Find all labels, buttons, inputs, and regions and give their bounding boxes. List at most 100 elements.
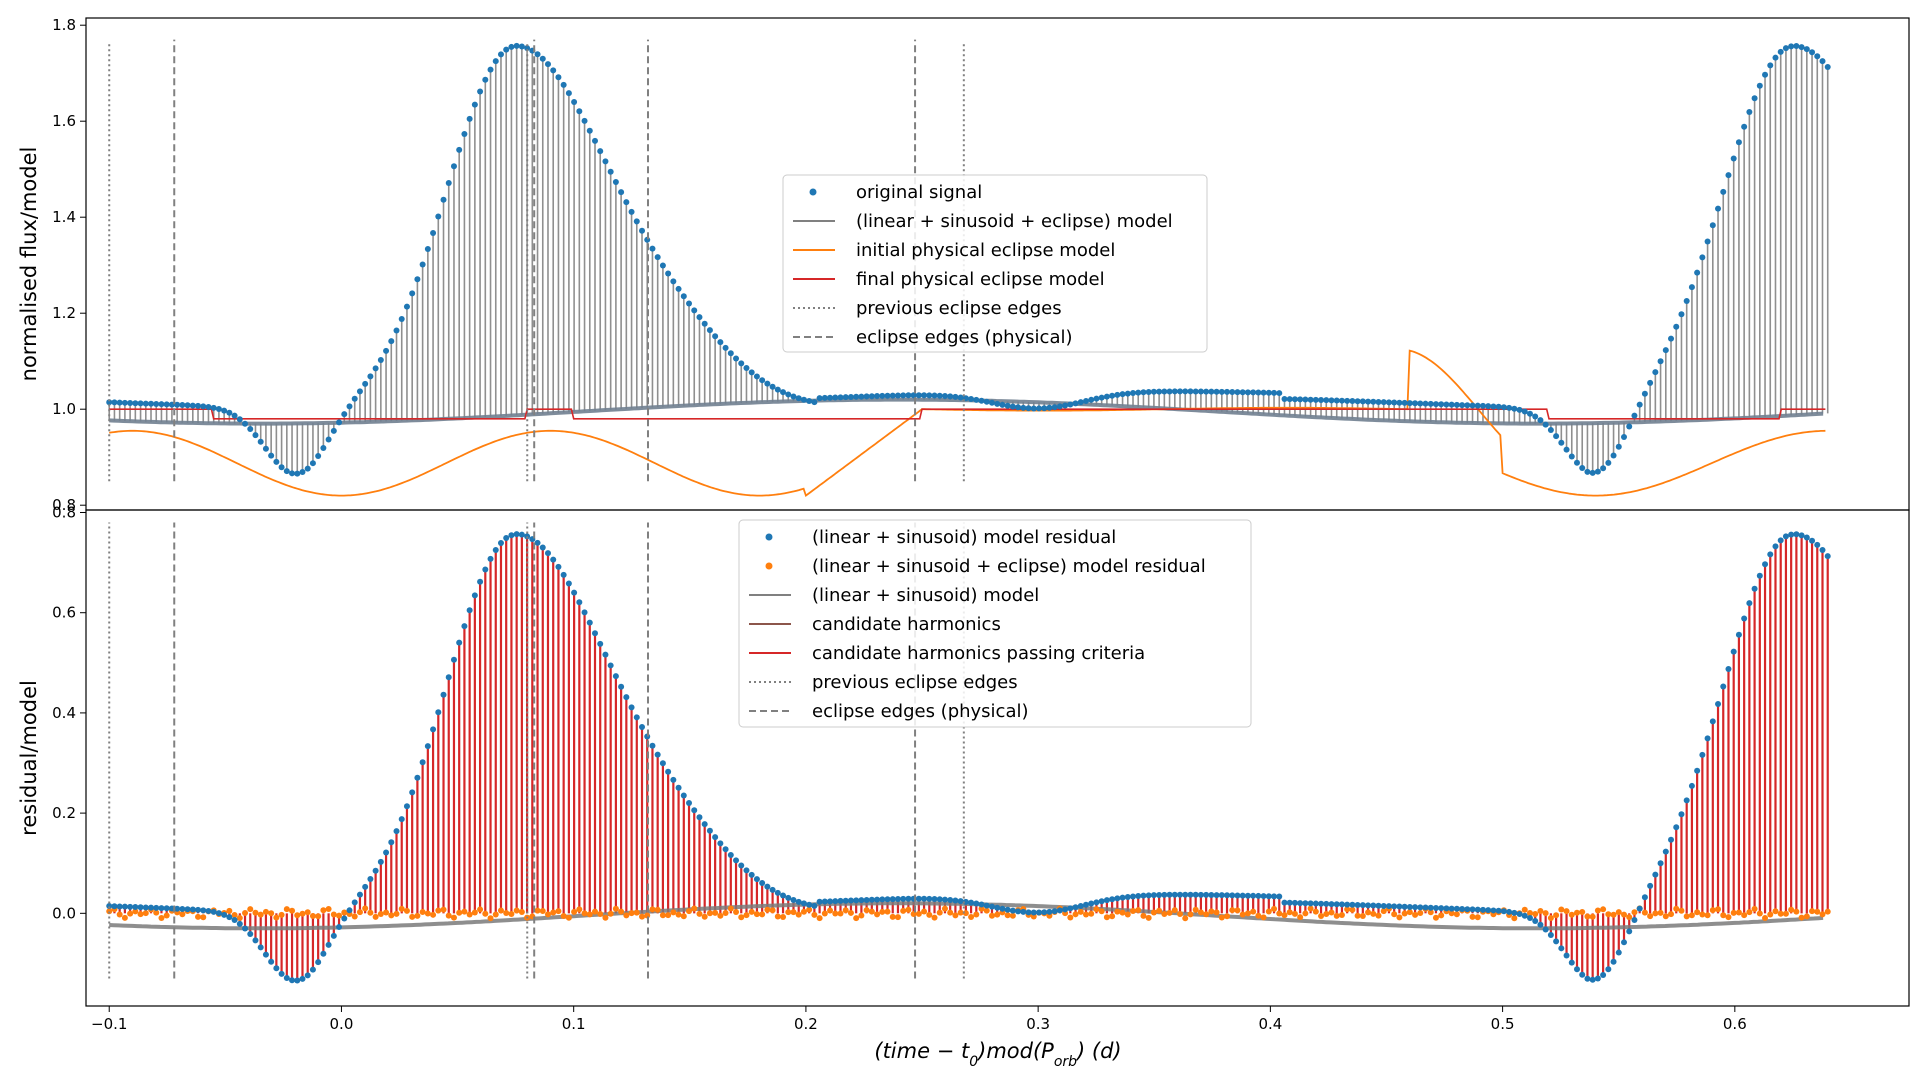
sinusoid-model-residual-point [1239, 892, 1246, 899]
original-signal-point [393, 327, 400, 334]
bottom-y-tick-label: 0.8 [52, 504, 76, 522]
sinusoid-model-residual-point [497, 539, 504, 546]
sinusoid-model-residual-point [1485, 907, 1492, 914]
original-signal-point [283, 468, 290, 475]
original-signal-point [1495, 403, 1502, 410]
eclipse-model-residual-point [247, 906, 254, 913]
original-signal-point [1600, 465, 1607, 472]
eclipse-model-residual-point [1391, 911, 1398, 918]
eclipse-model-residual-point [1819, 911, 1826, 918]
original-signal-point [795, 395, 802, 402]
original-signal-point [696, 314, 703, 321]
original-signal-point [686, 300, 693, 307]
original-signal-point [853, 393, 860, 400]
sinusoid-model-residual-point [947, 896, 954, 903]
sinusoid-model-residual-point [236, 920, 243, 927]
sinusoid-model-residual-point [1323, 900, 1330, 907]
sinusoid-model-residual-point [1506, 908, 1513, 915]
sinusoid-model-residual-point [1067, 905, 1074, 912]
eclipse-model-residual-point [607, 910, 614, 917]
sinusoid-model-residual-point [1594, 975, 1601, 982]
final-physical-eclipse-model-line [109, 408, 1826, 420]
original-signal-point [837, 394, 844, 401]
sinusoid-model-residual-point [1250, 892, 1257, 899]
original-signal-point [555, 74, 562, 81]
original-signal-point [325, 436, 332, 443]
original-signal-point [1506, 404, 1513, 411]
sinusoid-model-residual-point [1114, 895, 1121, 902]
sinusoid-model-residual-point [1265, 893, 1272, 900]
sinusoid-model-residual-point [884, 896, 891, 903]
sinusoid-model-residual-point [1443, 905, 1450, 912]
eclipse-model-residual-point [941, 905, 948, 912]
original-signal-point [539, 55, 546, 62]
eclipse-model-residual-point [121, 914, 128, 921]
eclipse-model-residual-point [1354, 912, 1361, 919]
original-signal-point [158, 401, 165, 408]
sinusoid-model-residual-point [1735, 631, 1742, 638]
eclipse-model-residual-point [1156, 907, 1163, 914]
eclipse-model-residual-point [127, 910, 134, 917]
original-signal-point [215, 406, 222, 413]
sinusoid-model-residual-point [1224, 892, 1231, 899]
sinusoid-model-residual-point [863, 896, 870, 903]
eclipse-model-residual-point [1009, 912, 1016, 919]
eclipse-model-residual-point [978, 905, 985, 912]
sinusoid-model-residual-point [477, 578, 484, 585]
eclipse-model-residual-point [1694, 909, 1701, 916]
original-signal-point [665, 270, 672, 277]
eclipse-model-residual-point [289, 907, 296, 914]
eclipse-model-residual-point [1224, 913, 1231, 920]
original-signal-point [743, 365, 750, 372]
original-signal-point [1203, 388, 1210, 395]
original-signal-point [774, 386, 781, 393]
eclipse-model-residual-point [1699, 911, 1706, 918]
original-signal-point [1803, 46, 1810, 53]
sinusoid-model-residual-point [179, 905, 186, 912]
sinusoid-model-residual-point [351, 899, 358, 906]
original-signal-point [116, 399, 123, 406]
eclipse-model-residual-point [1600, 906, 1607, 913]
sinusoid-model-residual-point [1333, 901, 1340, 908]
original-signal-point [983, 398, 990, 405]
eclipse-model-residual-point [665, 912, 672, 919]
sinusoid-model-residual-point [1365, 902, 1372, 909]
bottom-panel-plot-area [106, 522, 1831, 984]
sinusoid-model-residual-point [743, 867, 750, 874]
original-signal-point [1568, 453, 1575, 460]
eclipse-model-residual-point [1307, 905, 1314, 912]
original-signal-point [1182, 388, 1189, 395]
original-signal-point [618, 189, 625, 196]
original-signal-point [811, 399, 818, 406]
eclipse-model-residual-point [722, 910, 729, 917]
sinusoid-model-residual-point [1704, 735, 1711, 742]
eclipse-model-residual-point [1615, 909, 1622, 916]
sinusoid-model-residual-point [1271, 893, 1278, 900]
original-signal-point [1558, 439, 1565, 446]
eclipse-model-residual-point [424, 910, 431, 917]
original-signal-point [320, 444, 327, 451]
legend-label: (linear + sinusoid) model residual [812, 527, 1116, 548]
bottom-y-axis-label: residual/model [17, 680, 41, 836]
sinusoid-model-residual-point [560, 571, 567, 578]
sinusoid-model-residual-point [231, 917, 238, 924]
sinusoid-model-residual-point [759, 880, 766, 887]
original-signal-point [1297, 396, 1304, 403]
sinusoid-model-residual-point [748, 871, 755, 878]
original-signal-point [1114, 391, 1121, 398]
sinusoid-model-residual-point [696, 814, 703, 821]
original-signal-point [372, 365, 379, 372]
eclipse-model-residual-point [1171, 907, 1178, 914]
eclipse-model-residual-point [811, 911, 818, 918]
sinusoid-model-residual-point [315, 959, 322, 966]
eclipse-model-residual-point [1375, 912, 1382, 919]
original-signal-point [1647, 379, 1654, 386]
original-signal-point [612, 178, 619, 185]
eclipse-model-residual-point [821, 910, 828, 917]
original-signal-point [842, 394, 849, 401]
original-signal-point [1631, 412, 1638, 419]
legend-label: (linear + sinusoid + eclipse) model resi… [812, 556, 1206, 577]
eclipse-model-residual-point [727, 905, 734, 912]
sinusoid-model-residual-point [769, 886, 776, 893]
sinusoid-model-residual-point [163, 905, 170, 912]
